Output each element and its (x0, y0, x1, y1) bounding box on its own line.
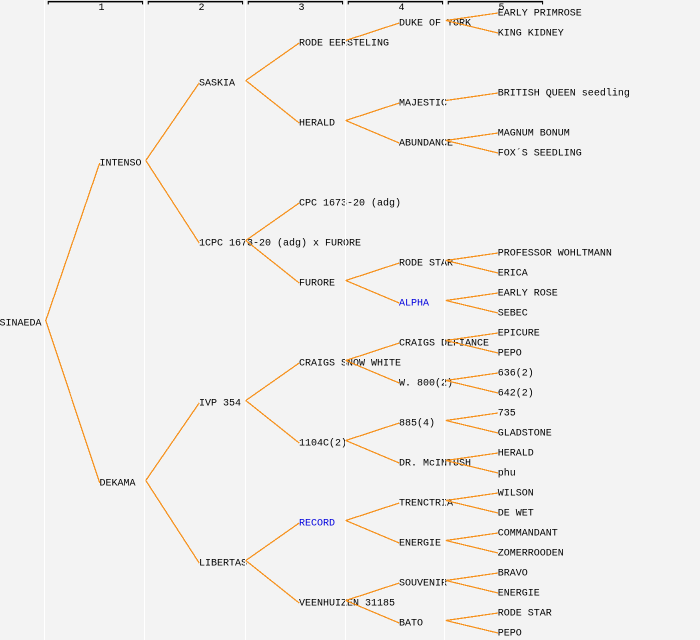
svg-text:INTENSO: INTENSO (100, 159, 142, 170)
svg-text:PEPO: PEPO (498, 349, 522, 360)
svg-text:BRAVO: BRAVO (498, 569, 528, 580)
svg-text:5: 5 (498, 3, 504, 14)
svg-text:ABUNDANCE: ABUNDANCE (399, 139, 453, 150)
svg-text:RODE STAR: RODE STAR (399, 259, 453, 270)
svg-text:CRAIGS SNOW WHITE: CRAIGS SNOW WHITE (299, 359, 401, 370)
svg-text:1104C(2): 1104C(2) (299, 438, 347, 450)
svg-text:SINAEDA: SINAEDA (0, 319, 42, 330)
svg-text:HERALD: HERALD (299, 119, 335, 130)
svg-text:PROFESSOR WOHLTMANN: PROFESSOR WOHLTMANN (498, 249, 612, 260)
svg-text:TRENCTRIA: TRENCTRIA (399, 499, 453, 510)
svg-text:3: 3 (298, 3, 304, 14)
svg-text:2: 2 (198, 3, 204, 14)
svg-text:ENERGIE: ENERGIE (498, 589, 540, 600)
svg-text:MAJESTIC: MAJESTIC (399, 99, 447, 110)
svg-text:SOUVENIR: SOUVENIR (399, 579, 447, 590)
svg-text:CPC 1673-20 (adg): CPC 1673-20 (adg) (299, 198, 401, 210)
svg-text:885(4): 885(4) (399, 418, 435, 430)
svg-text:SASKIA: SASKIA (199, 79, 235, 90)
svg-text:PEPO: PEPO (498, 629, 522, 640)
svg-text:DE WET: DE WET (498, 509, 534, 520)
svg-text:DUKE OF YORK: DUKE OF YORK (399, 19, 471, 30)
svg-text:EARLY ROSE: EARLY ROSE (498, 289, 558, 300)
svg-text:phu: phu (498, 468, 516, 480)
svg-text:COMMANDANT: COMMANDANT (498, 529, 558, 540)
svg-text:WILSON: WILSON (498, 489, 534, 500)
svg-text:W. 800(2): W. 800(2) (399, 378, 453, 390)
svg-text:1CPC 1673-20 (adg) x FURORE: 1CPC 1673-20 (adg) x FURORE (199, 238, 361, 250)
svg-text:1: 1 (98, 3, 104, 14)
svg-text:ZOMERROODEN: ZOMERROODEN (498, 549, 564, 560)
svg-text:SEBEC: SEBEC (498, 309, 528, 320)
svg-text:636(2): 636(2) (498, 368, 534, 380)
svg-text:642(2): 642(2) (498, 388, 534, 400)
svg-text:ERICA: ERICA (498, 269, 528, 280)
svg-text:EPICURE: EPICURE (498, 329, 540, 340)
svg-text:RECORD: RECORD (299, 519, 335, 530)
svg-text:LIBERTAS: LIBERTAS (199, 559, 247, 570)
svg-text:FURORE: FURORE (299, 279, 335, 290)
svg-text:KING KIDNEY: KING KIDNEY (498, 29, 564, 40)
svg-text:ENERGIE: ENERGIE (399, 539, 441, 550)
svg-text:ALPHA: ALPHA (399, 299, 429, 310)
svg-text:DEKAMA: DEKAMA (100, 479, 136, 490)
svg-text:BRITISH QUEEN seedling: BRITISH QUEEN seedling (498, 88, 630, 100)
svg-text:DR. McINTUSH: DR. McINTUSH (399, 459, 471, 470)
svg-text:IVP 354: IVP 354 (199, 399, 241, 410)
svg-text:735: 735 (498, 409, 516, 420)
svg-text:GLADSTONE: GLADSTONE (498, 429, 552, 440)
svg-text:HERALD: HERALD (498, 449, 534, 460)
svg-text:RODE EERSTELING: RODE EERSTELING (299, 39, 389, 50)
svg-text:EARLY PRIMROSE: EARLY PRIMROSE (498, 9, 582, 20)
svg-text:BATO: BATO (399, 619, 423, 630)
svg-text:FOX´S SEEDLING: FOX´S SEEDLING (498, 147, 582, 160)
svg-text:VEENHUIZEN 31185: VEENHUIZEN 31185 (299, 599, 395, 610)
svg-text:RODE STAR: RODE STAR (498, 609, 552, 620)
svg-text:MAGNUM BONUM: MAGNUM BONUM (498, 129, 570, 140)
svg-text:4: 4 (398, 3, 404, 14)
